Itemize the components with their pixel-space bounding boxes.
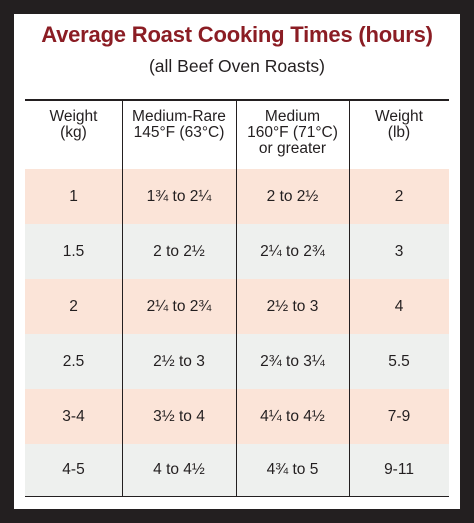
cell-medium-rare: 2 to 2½: [153, 243, 205, 260]
cell-weight-lb: 4: [394, 298, 404, 315]
table-row: 1 1¾ to 2¼ 2 to 2½ 2: [25, 169, 449, 224]
table-row: 2 2¼ to 2¾ 2½ to 3 4: [25, 279, 449, 334]
cell-medium: 2 to 2½: [266, 188, 319, 205]
column-divider: [122, 101, 123, 496]
column-header-line: 160°F (71°C): [247, 124, 338, 141]
cell-weight-kg: 2: [69, 298, 78, 315]
column-header-weight-kg: Weight (kg): [25, 109, 122, 141]
page-subtitle: (all Beef Oven Roasts): [148, 56, 326, 76]
column-header-weight-lb: Weight (lb): [349, 109, 449, 141]
column-header-medium: Medium 160°F (71°C) or greater: [236, 109, 349, 157]
column-header-line: (kg): [60, 124, 87, 141]
cell-weight-lb: 2: [394, 188, 404, 205]
column-header-medium-rare: Medium-Rare 145°F (63°C): [122, 109, 236, 141]
cell-medium: 4¼ to 4½: [260, 408, 325, 425]
cell-medium: 2¾ to 3¼: [260, 353, 325, 370]
table-header: Weight (kg) Medium-Rare 145°F (63°C) Med…: [25, 101, 449, 169]
cell-weight-kg: 1: [69, 188, 78, 205]
table-row: 1.5 2 to 2½ 2¼ to 2¾ 3: [25, 224, 449, 279]
cell-medium: 2½ to 3: [266, 298, 319, 315]
cell-weight-kg: 1.5: [62, 243, 85, 260]
column-divider: [236, 101, 237, 496]
cell-weight-lb: 3: [394, 243, 404, 260]
column-header-line: Medium-Rare: [132, 108, 226, 125]
cell-medium-rare: 4 to 4½: [153, 461, 205, 478]
cell-medium-rare: 1¾ to 2¼: [146, 188, 212, 205]
cell-weight-kg: 3-4: [62, 408, 85, 425]
cell-weight-lb: 9-11: [384, 461, 414, 478]
table-row: 3-4 3½ to 4 4¼ to 4½ 7-9: [25, 389, 449, 444]
table-row: 2.5 2½ to 3 2¾ to 3¼ 5.5: [25, 334, 449, 389]
cell-medium: 4¾ to 5: [266, 461, 319, 478]
cell-weight-kg: 4-5: [62, 461, 85, 478]
cell-weight-lb: 7-9: [387, 408, 411, 425]
cell-medium-rare: 3½ to 4: [153, 408, 205, 425]
page-title: Average Roast Cooking Times (hours): [41, 22, 433, 47]
column-divider: [349, 101, 350, 496]
column-header-line: (lb): [387, 124, 411, 141]
column-header-line: Weight: [375, 108, 423, 125]
cell-medium-rare: 2¼ to 2¾: [146, 298, 212, 315]
column-header-line: Weight: [49, 108, 98, 125]
cell-weight-lb: 5.5: [388, 353, 410, 370]
column-header-line: Medium: [264, 108, 321, 125]
header-top-rule: [25, 99, 449, 101]
table-bottom-rule: [25, 496, 449, 497]
column-header-line: 145°F (63°C): [133, 124, 225, 141]
cell-weight-kg: 2.5: [62, 353, 85, 370]
table-row: 4-5 4 to 4½ 4¾ to 5 9-11: [25, 444, 449, 496]
cell-medium: 2¼ to 2¾: [260, 243, 325, 260]
cell-medium-rare: 2½ to 3: [153, 353, 205, 370]
column-header-line: or greater: [258, 140, 327, 157]
